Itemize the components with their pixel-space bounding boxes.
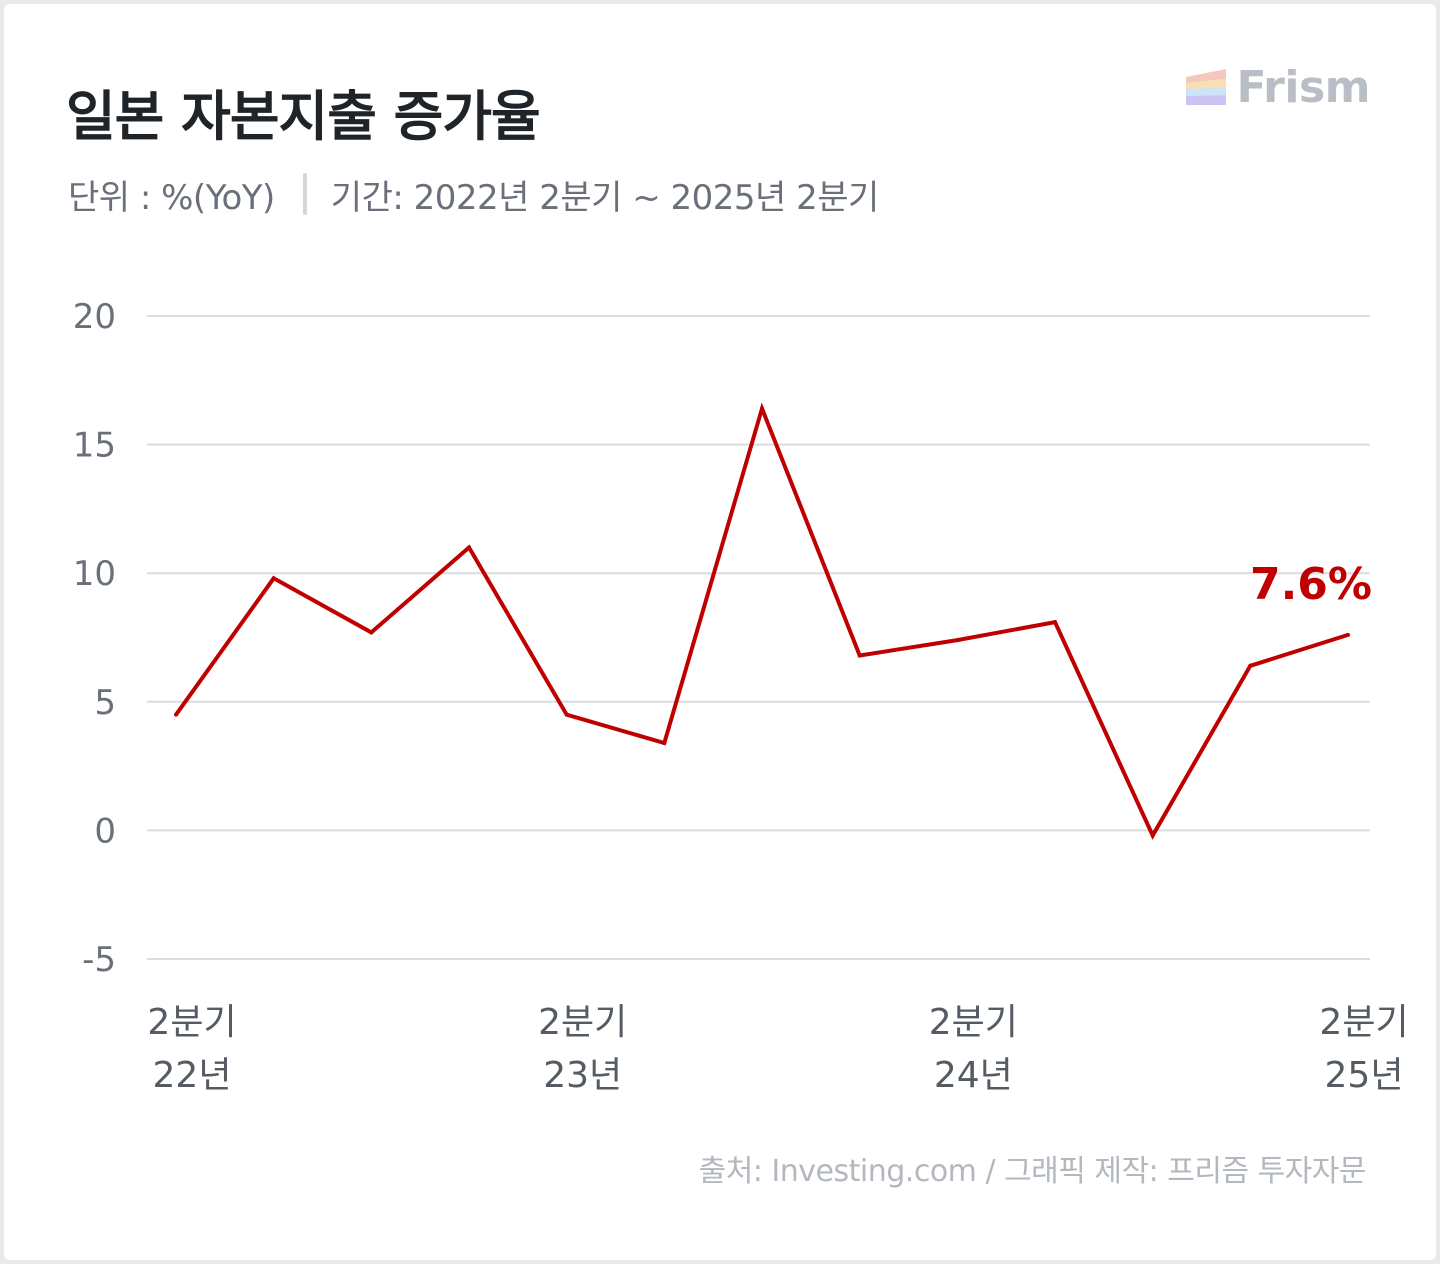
y-tick-label: -5: [82, 940, 116, 980]
y-tick-label: 10: [73, 554, 116, 594]
data-point: [174, 712, 178, 717]
x-tick-label: 2분기: [1319, 1002, 1408, 1043]
data-point: [369, 630, 374, 635]
x-tick-label: 22년: [153, 1055, 232, 1096]
data-points: [174, 406, 1350, 838]
x-tick-label: 2분기: [538, 1002, 627, 1043]
x-tick-label: 25년: [1325, 1055, 1404, 1096]
unit-label: 단위 : %(YoY): [68, 177, 275, 218]
x-tick-label: 2분기: [147, 1002, 236, 1043]
y-tick-label: 5: [94, 683, 116, 723]
y-axis-ticks: 20 15 10 5 0 -5: [73, 297, 116, 980]
x-tick-label: 24년: [934, 1055, 1013, 1096]
x-tick-label: 2분기: [929, 1002, 1018, 1043]
data-point: [760, 406, 764, 411]
last-value-label: 7.6%: [1250, 559, 1372, 610]
brand-logo: Frism: [1186, 60, 1370, 114]
data-point: [564, 712, 569, 717]
y-tick-label: 15: [73, 426, 116, 466]
series-line: [174, 402, 1349, 840]
grid-lines: [147, 315, 1370, 960]
source-note: 출처: Investing.com / 그래픽 제작: 프리즘 투자자문: [698, 1154, 1367, 1189]
chart-card: [4, 4, 1436, 1260]
x-tick-label: 23년: [543, 1055, 622, 1096]
y-tick-label: 0: [94, 811, 116, 851]
data-point: [271, 576, 276, 581]
data-point: [467, 545, 471, 550]
data-point: [1053, 620, 1057, 625]
data-point: [1248, 663, 1253, 668]
data-point: [857, 653, 862, 658]
chart-title: 일본 자본지출 증가율: [66, 85, 541, 148]
period-label: 기간: 2022년 2분기 ~ 2025년 2분기: [330, 177, 880, 218]
data-point: [1346, 632, 1350, 637]
data-point: [662, 740, 667, 745]
x-axis-ticks: 2분기 22년 2분기 23년 2분기 24년 2분기 25년: [147, 1002, 1408, 1096]
data-point: [1150, 833, 1155, 838]
logo-text: Frism: [1236, 61, 1370, 113]
prism-stripes-icon: [1186, 69, 1227, 105]
y-tick-label: 20: [73, 297, 116, 337]
subtitle-divider: [302, 173, 307, 215]
data-point: [955, 638, 960, 643]
chart-subtitle: 단위 : %(YoY) 기간: 2022년 2분기 ~ 2025년 2분기: [68, 170, 879, 218]
